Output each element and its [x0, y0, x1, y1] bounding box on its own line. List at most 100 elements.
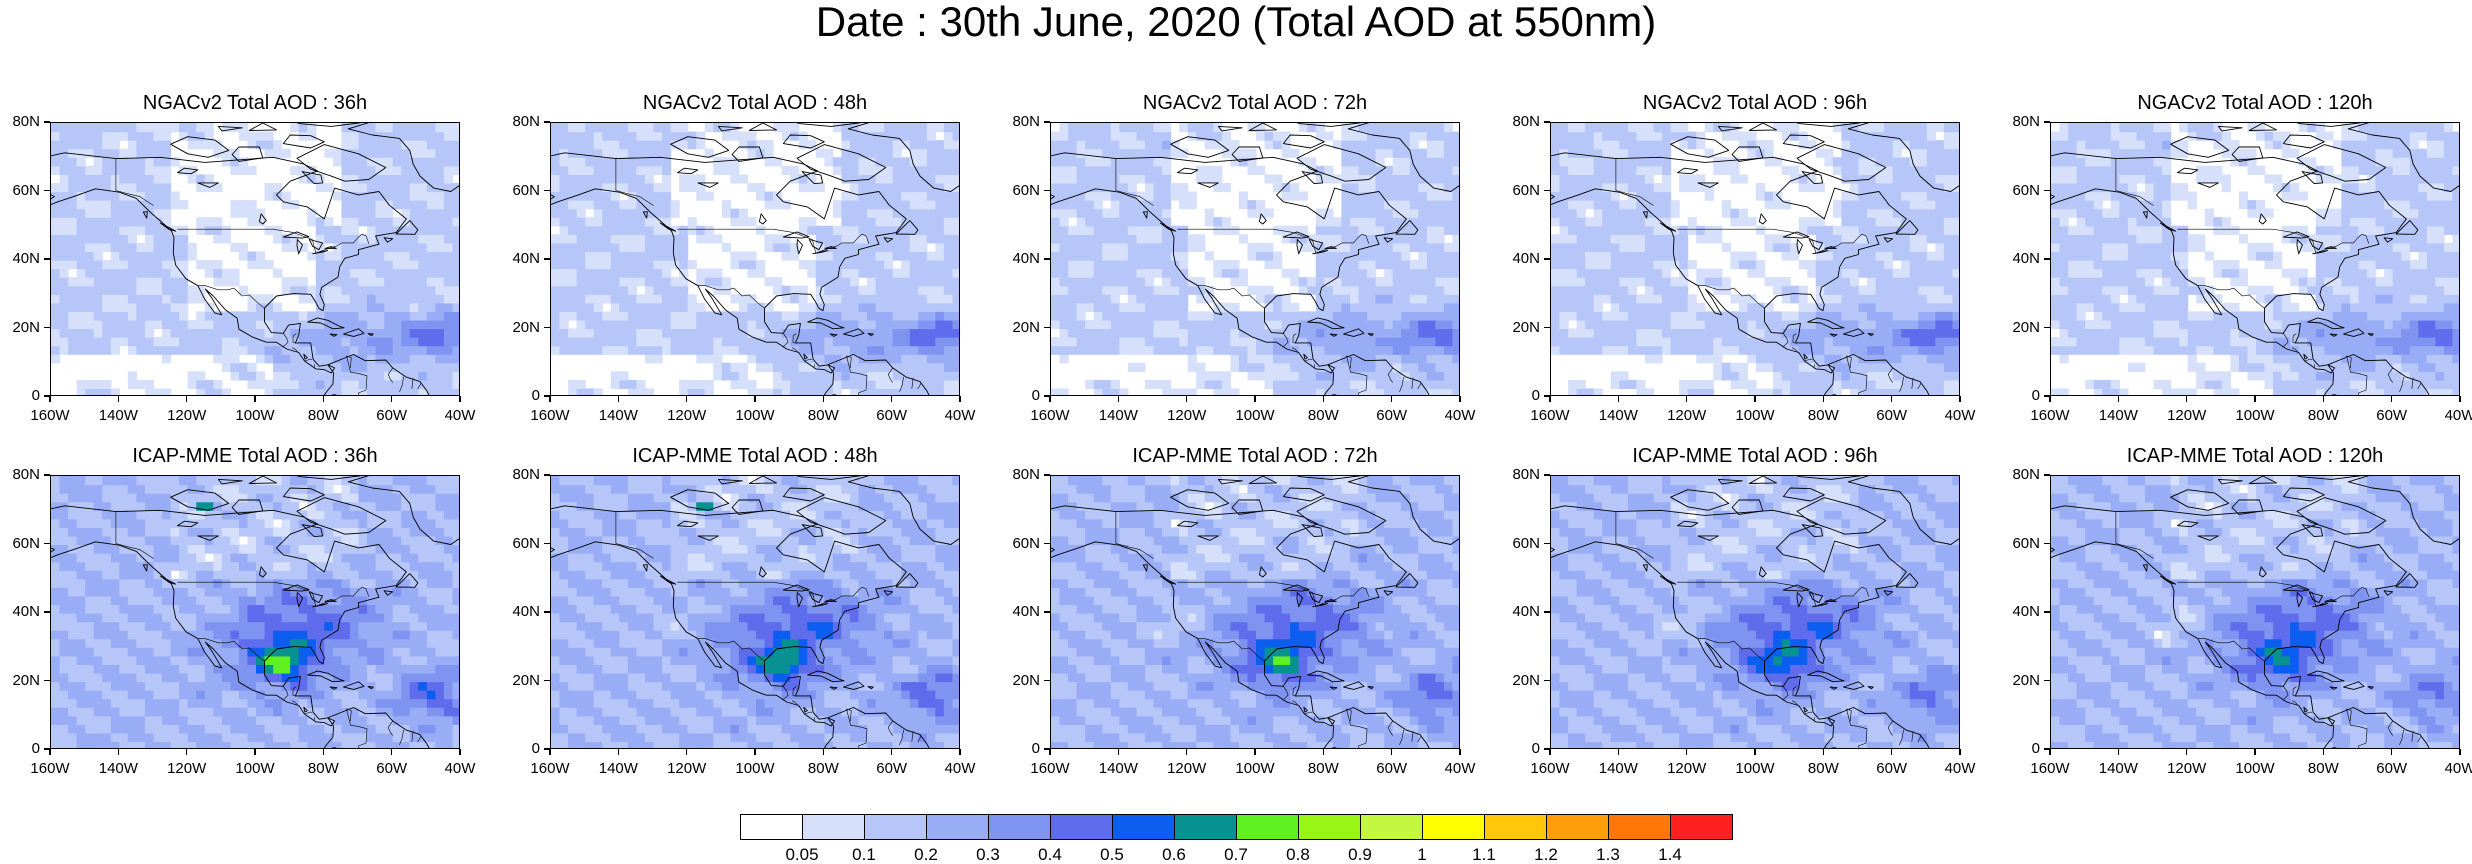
lon-label: 120W: [662, 408, 712, 424]
aod-shading: [2051, 123, 2460, 396]
lon-label: 60W: [367, 408, 417, 424]
lon-label: 40W: [2435, 761, 2472, 777]
lon-tick: [1391, 396, 1393, 402]
lon-tick: [1891, 749, 1893, 755]
aod-map: [2050, 475, 2460, 749]
lat-label: 20N: [500, 673, 540, 689]
lon-label: 60W: [1867, 408, 1917, 424]
lon-tick: [1686, 396, 1688, 402]
aod-map: [1050, 475, 1460, 749]
colorbar-swatch: [1050, 814, 1113, 840]
panel-title: ICAP-MME Total AOD : 72h: [1050, 445, 1460, 467]
lat-label: 60N: [2000, 536, 2040, 552]
aod-map: [1550, 122, 1960, 396]
lat-label: 0: [1000, 388, 1040, 404]
colorbar-swatch: [1298, 814, 1361, 840]
lon-label: 140W: [1093, 761, 1143, 777]
colorbar-swatch: [1112, 814, 1175, 840]
panel-title: ICAP-MME Total AOD : 120h: [2050, 445, 2460, 467]
lon-label: 160W: [525, 761, 575, 777]
lon-label: 160W: [1525, 408, 1575, 424]
lon-tick: [1254, 749, 1256, 755]
lat-tick: [2044, 258, 2050, 260]
lat-tick: [544, 327, 550, 329]
lon-tick: [1118, 749, 1120, 755]
lon-tick: [1459, 396, 1461, 402]
lat-tick: [1044, 611, 1050, 613]
panel-title: NGACv2 Total AOD : 72h: [1050, 92, 1460, 114]
lon-label: 140W: [593, 761, 643, 777]
lon-tick: [1686, 749, 1688, 755]
aod-field-svg: [2051, 123, 2460, 396]
lon-label: 120W: [1162, 408, 1212, 424]
colorbar-label: 0.5: [1087, 846, 1137, 864]
lon-tick: [2118, 396, 2120, 402]
lat-label: 20N: [1500, 673, 1540, 689]
lat-tick: [44, 474, 50, 476]
lat-tick: [1544, 258, 1550, 260]
lon-tick: [2186, 396, 2188, 402]
lat-tick: [544, 543, 550, 545]
aod-field-svg: [51, 123, 460, 396]
aod-map: [50, 475, 460, 749]
lon-label: 140W: [1593, 761, 1643, 777]
aod-field-svg: [1551, 123, 1960, 396]
lat-label: 40N: [500, 604, 540, 620]
lon-label: 120W: [162, 408, 212, 424]
lat-tick: [2044, 543, 2050, 545]
colorbar-swatch: [1236, 814, 1299, 840]
lat-label: 80N: [0, 114, 40, 130]
colorbar-swatch: [1484, 814, 1547, 840]
lat-label: 0: [2000, 741, 2040, 757]
lat-tick: [44, 327, 50, 329]
lon-label: 120W: [162, 761, 212, 777]
lat-label: 80N: [1000, 114, 1040, 130]
lat-label: 60N: [2000, 183, 2040, 199]
lon-tick: [618, 749, 620, 755]
lon-label: 100W: [1230, 408, 1280, 424]
lon-label: 40W: [435, 408, 485, 424]
lon-label: 40W: [935, 408, 985, 424]
lat-label: 20N: [1000, 320, 1040, 336]
lon-tick: [891, 396, 893, 402]
lon-label: 120W: [1662, 408, 1712, 424]
lat-label: 40N: [0, 251, 40, 267]
lat-label: 20N: [0, 320, 40, 336]
lon-tick: [1049, 396, 1051, 402]
lat-tick: [2044, 474, 2050, 476]
lon-label: 160W: [25, 408, 75, 424]
lon-label: 120W: [1162, 761, 1212, 777]
lat-label: 40N: [1500, 251, 1540, 267]
lon-label: 100W: [730, 408, 780, 424]
lat-label: 40N: [1500, 604, 1540, 620]
aod-map: [2050, 122, 2460, 396]
lat-tick: [1544, 474, 1550, 476]
lon-label: 80W: [298, 408, 348, 424]
lat-tick: [2044, 327, 2050, 329]
colorbar-label: 0.2: [901, 846, 951, 864]
lon-label: 100W: [2230, 761, 2280, 777]
lon-tick: [323, 749, 325, 755]
lon-label: 60W: [1867, 761, 1917, 777]
lat-label: 0: [1000, 741, 1040, 757]
lon-tick: [323, 396, 325, 402]
lon-tick: [2186, 749, 2188, 755]
lon-tick: [2254, 396, 2256, 402]
colorbar-swatch: [1670, 814, 1733, 840]
lon-label: 140W: [2093, 408, 2143, 424]
lon-tick: [2118, 749, 2120, 755]
figure-title: Date : 30th June, 2020 (Total AOD at 550…: [0, 0, 2472, 44]
lon-tick: [1549, 396, 1551, 402]
colorbar-label: 1.4: [1645, 846, 1695, 864]
lon-tick: [549, 396, 551, 402]
lon-label: 100W: [230, 761, 280, 777]
lon-label: 60W: [867, 761, 917, 777]
lon-label: 120W: [1662, 761, 1712, 777]
aod-map: [1550, 475, 1960, 749]
lat-tick: [1044, 474, 1050, 476]
lon-tick: [2323, 396, 2325, 402]
lon-tick: [618, 396, 620, 402]
lon-label: 140W: [1093, 408, 1143, 424]
lon-tick: [1823, 396, 1825, 402]
